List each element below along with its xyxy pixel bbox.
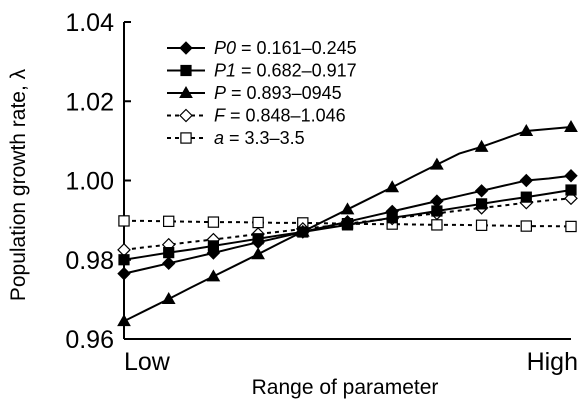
legend-range: = 3.3–3.5 [224, 128, 305, 148]
legend-label: a = 3.3–3.5 [214, 128, 305, 148]
data-point [520, 191, 532, 203]
data-point [118, 254, 130, 266]
legend-marker [179, 108, 193, 123]
data-point [431, 219, 443, 231]
legend-variable: P1 [214, 61, 236, 81]
legend-marker [180, 64, 192, 77]
legend-range: = 0.893–0945 [226, 83, 342, 103]
legend-marker [180, 132, 192, 144]
data-point [251, 247, 265, 260]
legend-label: P1 = 0.682–0.917 [214, 61, 357, 81]
legend-item-1: P1 = 0.682–0.917 [167, 61, 357, 81]
y-tick-label: 1.00 [65, 168, 114, 196]
data-point [430, 157, 444, 170]
data-point [519, 173, 534, 188]
x-axis-title: Range of parameter [252, 376, 439, 399]
data-point [163, 215, 175, 228]
legend-item-3: F = 0.848–1.046 [167, 106, 346, 126]
legend-item-0: P0 = 0.161–0.245 [167, 38, 357, 58]
data-point [117, 242, 131, 257]
series-2 [117, 119, 578, 327]
y-axis-title: Population growth rate, λ [7, 68, 30, 301]
data-point [565, 184, 577, 196]
data-point [520, 220, 533, 232]
data-point [118, 215, 130, 227]
data-point [565, 220, 577, 233]
data-point [476, 198, 488, 210]
legend-range: = 0.682–0.917 [236, 61, 357, 81]
data-point [564, 169, 578, 183]
data-point [117, 266, 131, 281]
data-point [161, 256, 176, 271]
data-point [519, 123, 534, 136]
legend-label: P0 = 0.161–0.245 [214, 38, 357, 58]
data-point [295, 224, 310, 237]
data-point [117, 314, 131, 327]
data-point [474, 184, 489, 198]
data-point [385, 204, 399, 219]
data-point [207, 216, 220, 228]
legend-label: P = 0.893–0945 [214, 83, 342, 103]
data-point [340, 215, 355, 229]
legend-item-2: P = 0.893–0945 [167, 83, 342, 103]
data-point [340, 202, 355, 215]
series-0 [117, 169, 578, 281]
y-tick-label: 0.98 [65, 247, 114, 275]
y-tick-label: 0.96 [65, 326, 114, 354]
data-point [430, 194, 444, 208]
x-tick-label-high: High [527, 348, 578, 376]
legend-label: F = 0.848–1.046 [214, 106, 346, 126]
legend-variable: P [214, 83, 226, 103]
legend-range: = 0.161–0.245 [236, 38, 357, 58]
x-tick-label-low: Low [124, 348, 171, 376]
y-ticks: 0.96 0.98 1.00 1.02 1.04 [65, 9, 131, 354]
data-point [474, 139, 489, 152]
data-point [475, 219, 488, 231]
data-point [206, 269, 221, 282]
legend-marker [179, 41, 193, 55]
data-point [206, 246, 221, 260]
legend-variable: a [214, 128, 224, 148]
series-line-4 [124, 219, 572, 228]
data-point [564, 119, 578, 133]
data-point [163, 247, 175, 259]
data-point [252, 216, 264, 229]
legend-variable: F [214, 106, 226, 126]
data-point [385, 180, 400, 193]
y-tick-label: 1.04 [65, 9, 114, 37]
legend-range: = 0.848–1.046 [225, 106, 346, 126]
legend-marker [179, 85, 193, 98]
legend-item-4: a = 3.3–3.5 [167, 128, 305, 148]
y-tick-label: 1.02 [65, 88, 114, 116]
series-layer [117, 119, 578, 327]
legend-variable: P0 [214, 38, 236, 58]
data-point [161, 291, 176, 304]
